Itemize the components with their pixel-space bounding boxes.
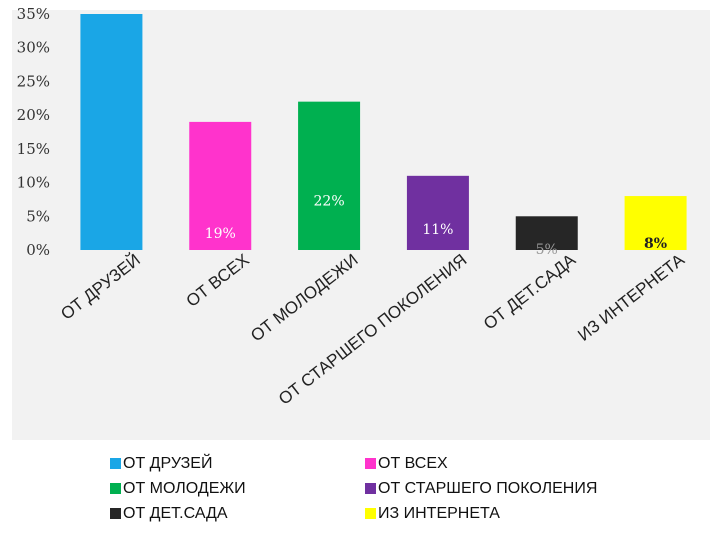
legend-swatch [365, 483, 376, 494]
legend-swatch [365, 458, 376, 469]
category-label: ОТ ДРУЗЕЙ [57, 250, 144, 323]
bar-chart: 0% 5% 10% 15% 20% 25% 30% 35% ОТ ДРУЗЕЙ 19% ОТ ВСЕ… [17, 5, 689, 409]
category-label: ОТ СТАРШЕГО ПОКОЛЕНИЯ [275, 250, 470, 408]
bar [80, 14, 143, 250]
legend: ОТ ДРУЗЕЙ ОТ ВСЕХ ОТ МОЛОДЕЖИ ОТ СТАРШЕГ… [110, 453, 700, 524]
bar [624, 196, 687, 250]
legend-item: ОТ СТАРШЕГО ПОКОЛЕНИЯ [365, 478, 665, 499]
legend-swatch [110, 458, 121, 469]
legend-item: ОТ ВСЕХ [365, 453, 665, 474]
y-tick-label: 10% [17, 174, 50, 192]
legend-label: ОТ ВСЕХ [378, 454, 448, 472]
legend-item: ОТ ДРУЗЕЙ [110, 453, 365, 474]
data-label: 22% [314, 194, 345, 210]
legend-swatch [365, 508, 376, 519]
legend-item: ИЗ ИНТЕРНЕТА [365, 503, 665, 524]
data-label: 5% [536, 242, 558, 258]
legend-swatch [110, 483, 121, 494]
legend-item: ОТ ДЕТ.САДА [110, 503, 365, 524]
legend-item: ОТ МОЛОДЕЖИ [110, 478, 365, 499]
bar [515, 216, 578, 250]
bar [406, 175, 469, 250]
category-label: ОТ ВСЕХ [183, 250, 253, 311]
legend-label: ОТ ДРУЗЕЙ [123, 454, 213, 472]
bar [189, 121, 252, 250]
y-tick-label: 35% [17, 5, 50, 23]
y-tick-label: 20% [17, 106, 50, 124]
category-label: ОТ МОЛОДЕЖИ [247, 250, 361, 345]
y-tick-label: 30% [17, 39, 50, 57]
y-tick-label: 5% [26, 207, 50, 225]
category-label: ОТ ДЕТ.САДА [480, 250, 580, 334]
legend-label: ОТ СТАРШЕГО ПОКОЛЕНИЯ [378, 479, 598, 497]
legend-label: ОТ ДЕТ.САДА [123, 504, 228, 522]
category-label: ИЗ ИНТЕРНЕТА [574, 250, 688, 345]
legend-swatch [110, 508, 121, 519]
y-tick-label: 0% [26, 241, 50, 259]
data-label: 11% [422, 222, 453, 238]
data-label: 8% [644, 236, 667, 252]
data-label: 19% [205, 226, 236, 242]
y-tick-label: 25% [17, 72, 50, 90]
legend-label: ОТ МОЛОДЕЖИ [123, 479, 246, 497]
y-tick-label: 15% [17, 140, 50, 158]
bar [298, 101, 361, 251]
legend-label: ИЗ ИНТЕРНЕТА [378, 504, 500, 522]
